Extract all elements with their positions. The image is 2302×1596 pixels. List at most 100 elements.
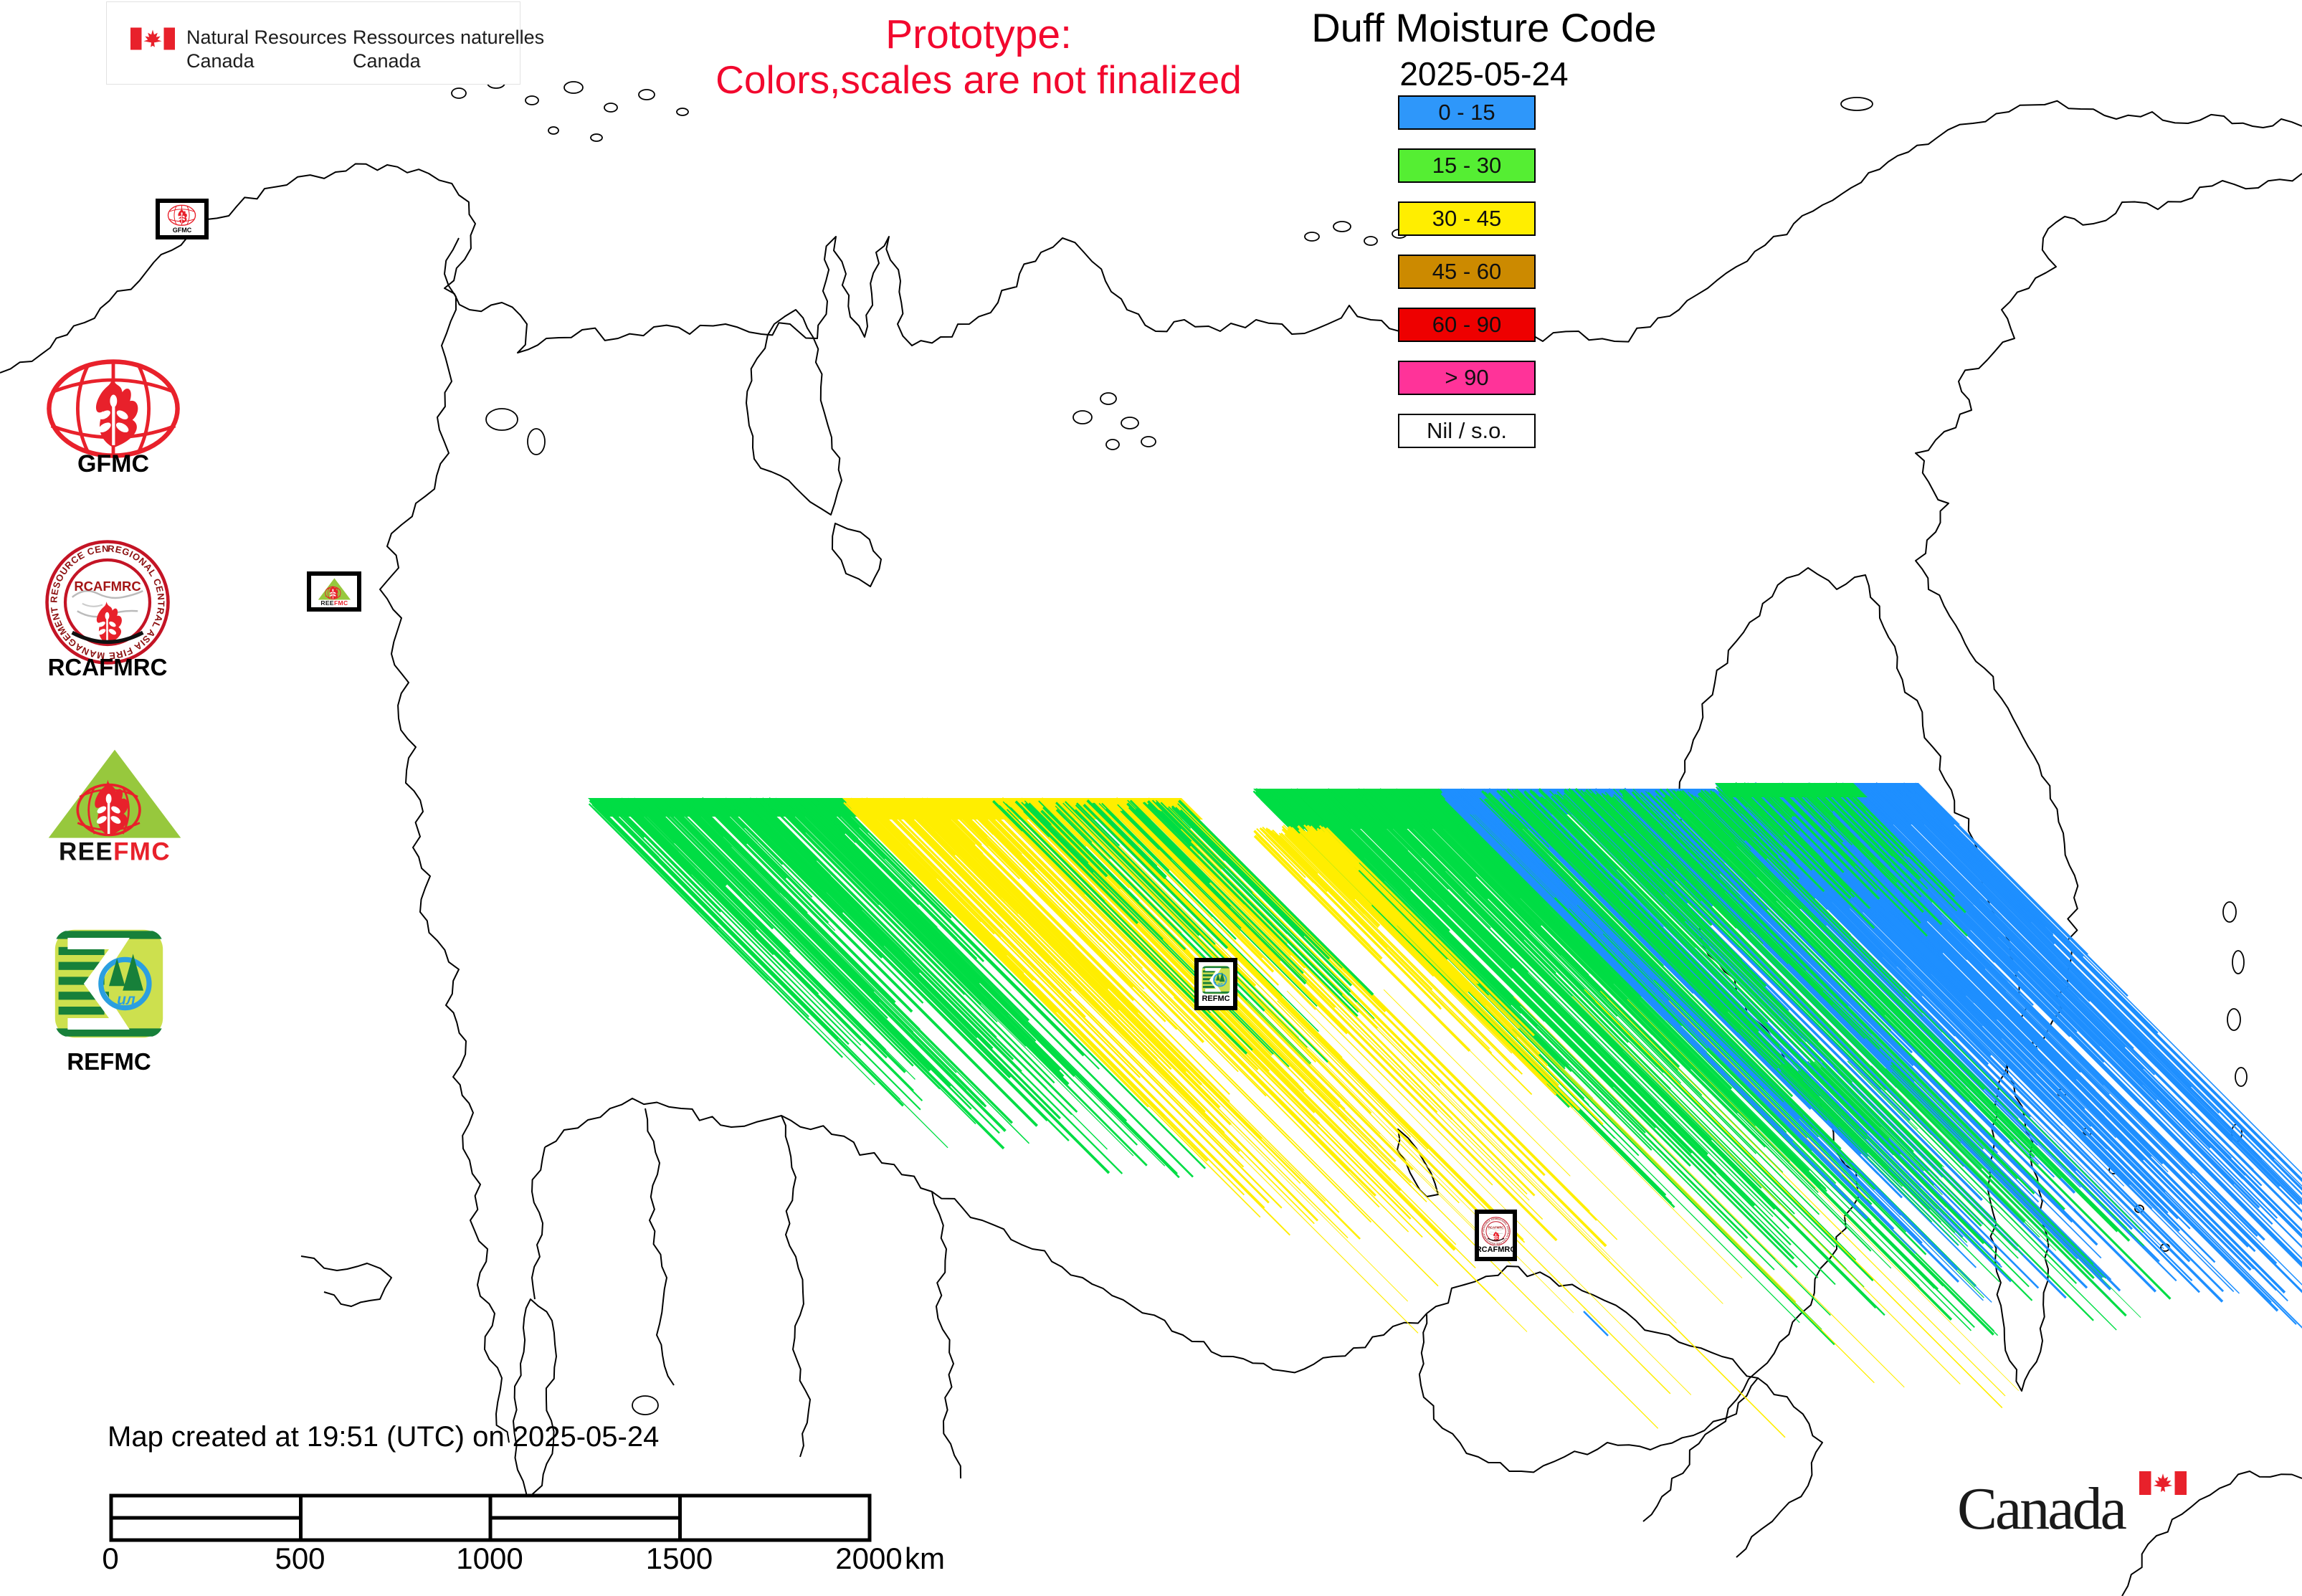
dmc-streak	[1316, 830, 1355, 868]
dmc-streak	[1260, 999, 1574, 1314]
dmc-streak	[1450, 791, 1708, 1049]
dmc-streak	[1281, 825, 1356, 900]
legend-item: 0 - 15	[1398, 95, 1536, 130]
dmc-streak	[1277, 1000, 1671, 1395]
dmc-streak	[1627, 999, 2020, 1391]
dmc-streak	[1472, 794, 1728, 1050]
dmc-streak	[1747, 787, 1852, 893]
dmc-streak	[1784, 1063, 1889, 1169]
rcafmrc-logo-icon	[44, 539, 171, 665]
dmc-streak	[1793, 786, 1853, 846]
dmc-streak	[1678, 790, 2131, 1242]
dmc-streak	[1804, 793, 1828, 818]
dmc-streak	[1160, 803, 1227, 870]
dmc-streak	[1042, 807, 1186, 951]
dmc-streak	[1873, 1070, 2040, 1238]
dmc-streak	[781, 802, 1027, 1047]
dmc-streak	[1133, 799, 1528, 1195]
dmc-streak	[1607, 797, 2127, 1317]
dmc-streak	[1551, 795, 1982, 1227]
dmc-streak	[970, 798, 1088, 915]
dmc-streak	[1635, 796, 2019, 1179]
dmc-streak	[1806, 784, 2258, 1238]
dmc-streak	[1884, 789, 2263, 1168]
dmc-streak	[1246, 990, 1460, 1204]
dmc-streak	[1628, 791, 1809, 972]
dmc-streak	[859, 798, 995, 935]
dmc-streak	[1569, 792, 1649, 872]
dmc-streak	[1779, 1064, 1903, 1187]
dmc-streak	[1307, 798, 1749, 1239]
dmc-streak	[1038, 800, 1139, 902]
dmc-streak	[618, 807, 921, 1111]
dmc-streak	[1010, 807, 1105, 902]
dmc-streak	[1669, 793, 1778, 902]
dmc-streak	[1697, 792, 1746, 842]
dmc-streak	[794, 804, 963, 972]
dmc-streak	[1567, 788, 1767, 987]
dmc-streak	[655, 803, 976, 1125]
dmc-streak	[1917, 785, 2129, 997]
dmc-streak	[619, 800, 711, 893]
coastline-path	[0, 100, 2302, 374]
rcafmrc-label: RCAFMRC	[47, 654, 168, 680]
dmc-streak	[1471, 789, 1984, 1301]
dmc-streak	[1734, 785, 2181, 1232]
dmc-streak	[847, 799, 969, 921]
dmc-streak	[786, 809, 1134, 1156]
dmc-streak	[1693, 798, 1986, 1091]
dmc-streak	[1445, 789, 1556, 898]
dmc-streak	[1655, 795, 1892, 1032]
dmc-streak	[903, 797, 1019, 914]
dmc-streak	[1744, 786, 1836, 878]
dmc-streak	[1851, 792, 2191, 1131]
dmc-streak	[1383, 989, 1571, 1177]
dmc-streak	[1303, 798, 1512, 1007]
dmc-streak	[1488, 799, 1657, 967]
dmc-streak	[1441, 789, 1725, 1073]
dmc-streak	[1766, 787, 2116, 1139]
dmc-streak	[857, 804, 950, 896]
dmc-streak	[1787, 784, 1832, 829]
dmc-streak	[1422, 789, 1920, 1287]
dmc-streak	[899, 802, 1318, 1222]
dmc-streak	[856, 807, 1245, 1196]
dmc-streak	[1089, 806, 1524, 1241]
dmc-streak	[1825, 787, 1928, 890]
dmc-streak	[1432, 789, 1733, 1090]
dmc-streak	[1716, 788, 1882, 954]
dmc-streak	[1767, 793, 1793, 818]
scale-tick-label: 0	[102, 1542, 119, 1575]
prototype-line2: Colors,scales are not finalized	[715, 57, 1242, 102]
dmc-streak	[1890, 1065, 1996, 1171]
dmc-streak	[737, 801, 769, 833]
dmc-streak	[1326, 997, 1530, 1201]
dmc-streak	[671, 802, 888, 1020]
dmc-streak	[1798, 1070, 1938, 1210]
dmc-streak	[1395, 795, 1478, 878]
dmc-streak	[1795, 1063, 1868, 1135]
dmc-streak	[1356, 794, 1475, 915]
dmc-streak	[1349, 995, 1677, 1324]
dmc-streak	[1247, 999, 1512, 1265]
dmc-streak	[1699, 792, 1768, 860]
coastline-path	[2121, 1471, 2302, 1596]
dmc-streak	[1613, 794, 1764, 945]
nrcan-fr-line1: Ressources naturelles	[353, 27, 545, 48]
dmc-streak	[1729, 787, 1813, 871]
coastline-path	[1736, 1377, 1823, 1558]
dmc-streak	[1308, 835, 1399, 926]
dmc-streak	[1713, 789, 1989, 1065]
dmc-streak	[776, 802, 807, 834]
gfmc-logo-icon	[161, 204, 202, 227]
dmc-streak	[708, 808, 913, 1013]
dmc-streak	[1093, 802, 1158, 867]
dmc-streak	[1460, 995, 1743, 1278]
dmc-streak	[1038, 799, 1087, 847]
dmc-streak	[1583, 1311, 1609, 1336]
map-marker-reefmc	[307, 571, 361, 612]
dmc-streak	[1556, 794, 1607, 845]
dmc-streak	[1574, 787, 1713, 926]
dmc-streak	[1880, 792, 2091, 1002]
dmc-streak	[829, 802, 1085, 1057]
